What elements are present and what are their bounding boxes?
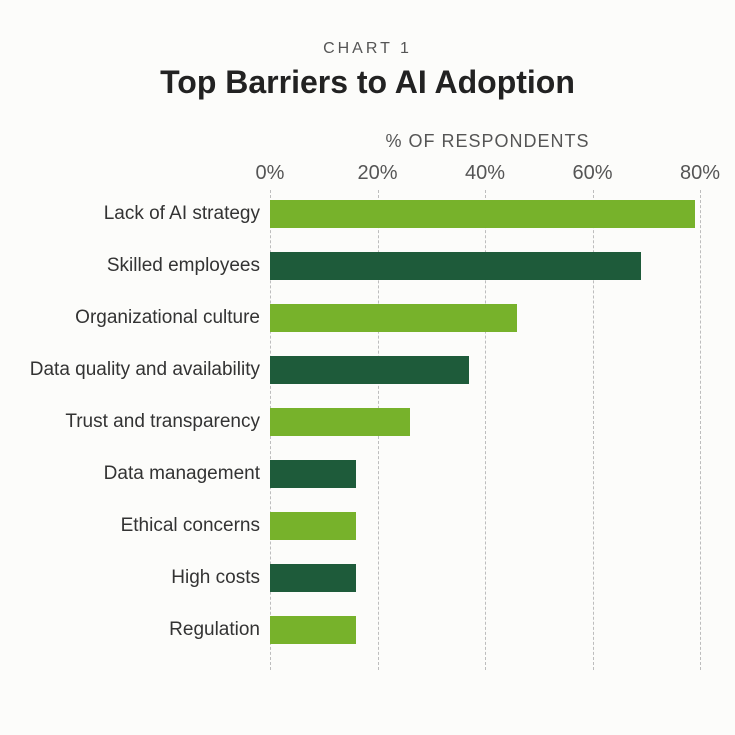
x-tick-label: 0% <box>240 162 300 185</box>
category-label: Ethical concerns <box>0 512 260 540</box>
bar <box>270 512 356 540</box>
bar <box>270 616 356 644</box>
bar-row <box>270 512 356 540</box>
category-label: Regulation <box>0 616 260 644</box>
bar-row <box>270 200 695 228</box>
bar-row <box>270 616 356 644</box>
axis-title: % OF RESPONDENTS <box>0 131 735 152</box>
bar <box>270 564 356 592</box>
x-tick-label: 60% <box>563 162 623 185</box>
chart-overline: CHART 1 <box>0 40 735 58</box>
plot-region: 0%20%40%60%80% <box>270 190 700 670</box>
bar <box>270 460 356 488</box>
chart-container: CHART 1 Top Barriers to AI Adoption % OF… <box>0 0 735 735</box>
bar <box>270 200 695 228</box>
category-label: Trust and transparency <box>0 408 260 436</box>
x-tick-label: 40% <box>455 162 515 185</box>
x-tick-label: 80% <box>670 162 730 185</box>
category-label: Lack of AI strategy <box>0 200 260 228</box>
bar-row <box>270 460 356 488</box>
bar-row <box>270 252 641 280</box>
bar-row <box>270 408 410 436</box>
bar <box>270 304 517 332</box>
chart-title: Top Barriers to AI Adoption <box>0 64 735 101</box>
chart-area: 0%20%40%60%80% Lack of AI strategySkille… <box>0 160 735 680</box>
category-label: Skilled employees <box>0 252 260 280</box>
bar-row <box>270 564 356 592</box>
x-tick-label: 20% <box>348 162 408 185</box>
category-label: Data management <box>0 460 260 488</box>
bar <box>270 408 410 436</box>
category-label: Organizational culture <box>0 304 260 332</box>
bar <box>270 356 469 384</box>
category-label: Data quality and availability <box>0 356 260 384</box>
gridline <box>700 190 701 670</box>
bar-row <box>270 356 469 384</box>
bar-row <box>270 304 517 332</box>
category-label: High costs <box>0 564 260 592</box>
bar <box>270 252 641 280</box>
